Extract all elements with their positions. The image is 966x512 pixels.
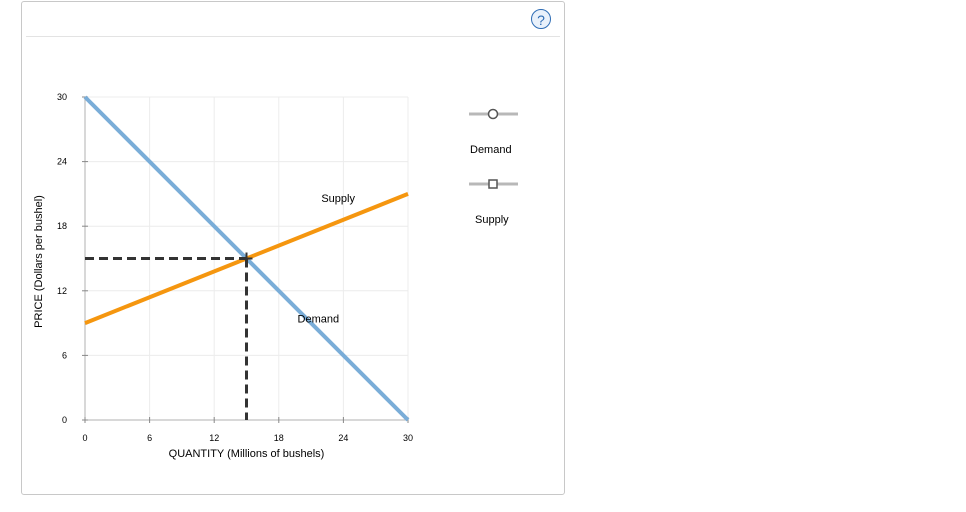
circle-handle-icon: [469, 108, 518, 120]
square-handle-icon: [469, 179, 518, 189]
x-tick-label: 24: [338, 433, 348, 443]
supply-tool[interactable]: [466, 176, 526, 192]
labels: 0 6 12 18 24 30 0 6 12 18 24 30 QUANTITY (Millions o…: [33, 92, 413, 460]
grid: [85, 96, 409, 420]
equilibrium-markers: [85, 252, 253, 420]
supply-curve-label: Supply: [321, 193, 355, 205]
x-tick-label: 12: [209, 433, 219, 443]
panel-divider: [26, 36, 560, 37]
graph-panel: [21, 1, 565, 495]
x-tick-label: 18: [274, 433, 284, 443]
x-tick-label: 0: [82, 433, 87, 443]
demand-curve-label: Demand: [298, 313, 340, 325]
y-axis-title: PRICE (Dollars per bushel): [33, 195, 45, 328]
x-tick-label: 30: [403, 433, 413, 443]
y-tick-label: 30: [57, 92, 67, 102]
supply-legend-label: Supply: [475, 214, 509, 226]
y-tick-label: 24: [57, 157, 67, 167]
y-tick-label: 18: [57, 221, 67, 231]
y-tick-label: 0: [62, 415, 67, 425]
x-tick-label: 6: [147, 433, 152, 443]
x-axis-title: QUANTITY (Millions of bushels): [169, 448, 325, 460]
help-button[interactable]: ?: [531, 9, 551, 29]
y-tick-label: 6: [62, 350, 67, 360]
demand-legend-label: Demand: [470, 144, 512, 156]
demand-tool[interactable]: [466, 106, 526, 122]
y-tick-label: 12: [57, 286, 67, 296]
